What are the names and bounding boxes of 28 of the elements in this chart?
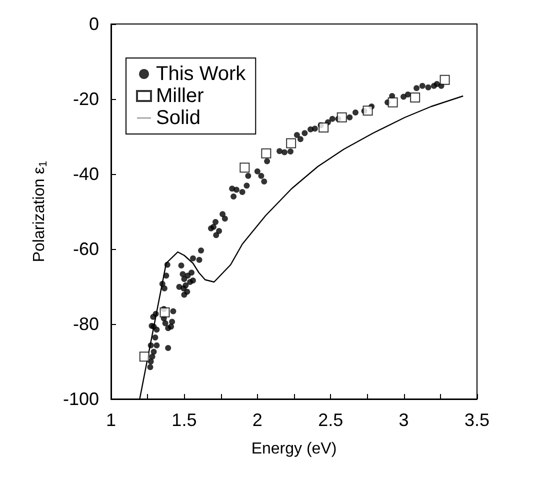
y-tick-label: -100: [62, 389, 99, 409]
y-tick-label: -80: [72, 314, 99, 334]
point: [388, 97, 398, 108]
x-tick-label: 3: [398, 410, 409, 430]
point: [240, 162, 250, 173]
x-tick-label: 1.5: [172, 410, 197, 430]
y-tick-label: 0: [88, 14, 99, 34]
x-tick-label: 2.5: [318, 410, 344, 430]
point: [160, 307, 170, 318]
point: [362, 106, 373, 116]
point: [336, 112, 347, 122]
point: [410, 92, 420, 102]
point: [318, 122, 329, 132]
x-axis-title: Energy (eV): [251, 440, 337, 458]
y-axis-title: Polarization ε1: [31, 160, 50, 262]
point: [440, 74, 450, 85]
y-tick-label: -60: [72, 239, 99, 259]
y-tick-label: -20: [72, 89, 99, 109]
point: [139, 352, 150, 362]
point: [261, 148, 272, 158]
legend-label: This Work: [156, 63, 247, 85]
legend-label: Miller: [156, 85, 204, 107]
x-tick-label: 3.5: [464, 410, 490, 430]
y-tick-label: -40: [72, 164, 99, 184]
x-tick-label: 2: [252, 410, 262, 430]
point: [286, 138, 296, 148]
legend-label: Solid: [156, 107, 200, 129]
x-tick-label: 1: [106, 410, 116, 430]
